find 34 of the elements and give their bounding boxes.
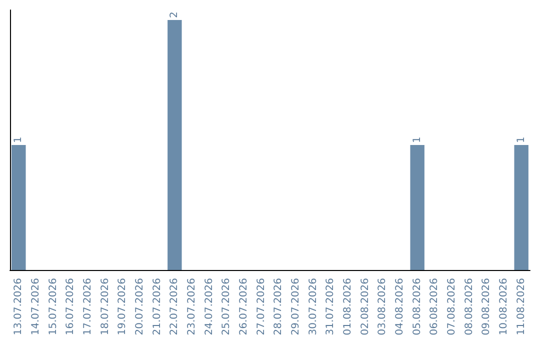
- x-tick-label: 24.07.2026: [204, 278, 215, 336]
- x-tick-label: 13.07.2026: [13, 278, 24, 336]
- x-tick-label: 05.08.2026: [412, 278, 423, 336]
- x-tick-label: 09.08.2026: [481, 278, 492, 336]
- x-tick-label: 04.08.2026: [394, 278, 406, 336]
- x-tick-label: 23.07.2026: [186, 278, 198, 336]
- data-label: 1: [516, 136, 527, 143]
- x-tick-label: 14.07.2026: [30, 278, 42, 336]
- data-label: 1: [13, 136, 24, 143]
- x-tick-label: 25.07.2026: [221, 278, 232, 336]
- x-tick-label: 06.08.2026: [429, 278, 440, 336]
- x-tick-label: 15.07.2026: [48, 278, 59, 336]
- data-label: 2: [169, 12, 180, 18]
- x-tick-label: 21.07.2026: [152, 278, 163, 336]
- x-tick-label: 29.07.2026: [290, 278, 302, 336]
- x-tick-label: 17.07.2026: [82, 278, 94, 336]
- x-tick-label: 16.07.2026: [65, 278, 76, 336]
- x-tick-label: 03.08.2026: [377, 278, 388, 336]
- x-tick-label: 02.08.2026: [360, 278, 371, 336]
- x-tick-label: 07.08.2026: [446, 278, 458, 336]
- x-tick-label: 01.08.2026: [342, 278, 354, 336]
- x-tick-label: 20.07.2026: [134, 278, 146, 336]
- x-tick-label: 28.07.2026: [273, 278, 284, 336]
- x-tick-label: 18.07.2026: [100, 278, 111, 336]
- x-tick-label: 30.07.2026: [308, 278, 319, 336]
- x-tick-label: 11.08.2026: [516, 278, 527, 336]
- x-tick-label: 08.08.2026: [464, 278, 475, 336]
- data-label: 1: [412, 136, 423, 143]
- x-tick-label: 22.07.2026: [169, 278, 180, 336]
- x-tick-label: 27.07.2026: [256, 278, 267, 336]
- x-tick-label: 26.07.2026: [238, 278, 250, 336]
- x-tick-label: 19.07.2026: [117, 278, 128, 336]
- x-tick-label: 10.08.2026: [498, 278, 510, 336]
- x-tick-label: 31.07.2026: [325, 278, 336, 336]
